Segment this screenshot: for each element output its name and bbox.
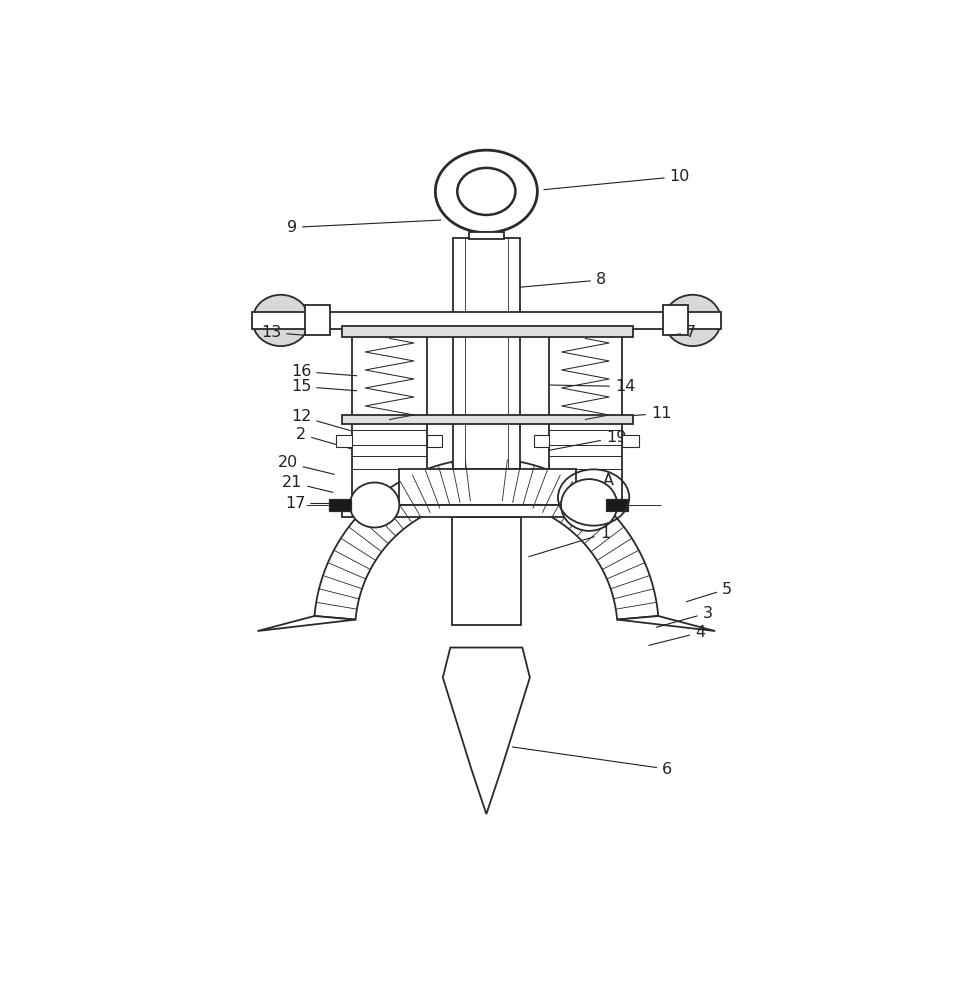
Ellipse shape (561, 479, 618, 531)
Text: 9: 9 (287, 220, 440, 235)
Polygon shape (502, 460, 658, 620)
Bar (343, 415, 633, 424)
Text: 20: 20 (278, 455, 334, 474)
Ellipse shape (253, 295, 309, 346)
Bar (352, 335, 427, 422)
Bar (343, 505, 590, 517)
Text: 14: 14 (550, 379, 635, 394)
Text: 17: 17 (285, 496, 355, 511)
Polygon shape (257, 616, 355, 631)
Text: 2: 2 (296, 427, 350, 449)
Text: A: A (578, 473, 614, 492)
Bar (606, 499, 628, 511)
Text: 13: 13 (261, 325, 304, 340)
Ellipse shape (349, 482, 400, 528)
Bar (452, 517, 521, 625)
Ellipse shape (457, 168, 515, 215)
Bar (343, 326, 633, 337)
Text: 15: 15 (290, 379, 357, 394)
Ellipse shape (436, 150, 537, 233)
Text: 10: 10 (544, 169, 690, 190)
Text: 11: 11 (622, 406, 672, 421)
Text: 21: 21 (282, 475, 333, 492)
Text: 16: 16 (290, 364, 357, 379)
Bar (305, 305, 329, 335)
Text: 12: 12 (290, 409, 350, 431)
Text: 8: 8 (520, 272, 606, 287)
Polygon shape (618, 616, 715, 631)
Bar (336, 435, 352, 447)
Bar (622, 435, 639, 447)
Text: 3: 3 (656, 606, 712, 627)
Text: 4: 4 (649, 625, 706, 645)
Bar (253, 312, 721, 329)
Text: 19: 19 (548, 430, 626, 450)
Text: 7: 7 (672, 325, 696, 340)
Bar (427, 435, 442, 447)
Polygon shape (442, 648, 529, 814)
Bar (329, 499, 351, 511)
Bar (469, 232, 503, 239)
Text: 6: 6 (512, 747, 672, 777)
Text: 5: 5 (686, 582, 732, 602)
Bar (533, 435, 549, 447)
Bar (465, 238, 508, 469)
Bar (399, 469, 576, 505)
Text: 1: 1 (529, 526, 610, 557)
Bar (453, 238, 520, 469)
Polygon shape (315, 460, 470, 620)
Bar (549, 335, 622, 422)
Bar (663, 305, 688, 335)
Ellipse shape (664, 295, 721, 346)
